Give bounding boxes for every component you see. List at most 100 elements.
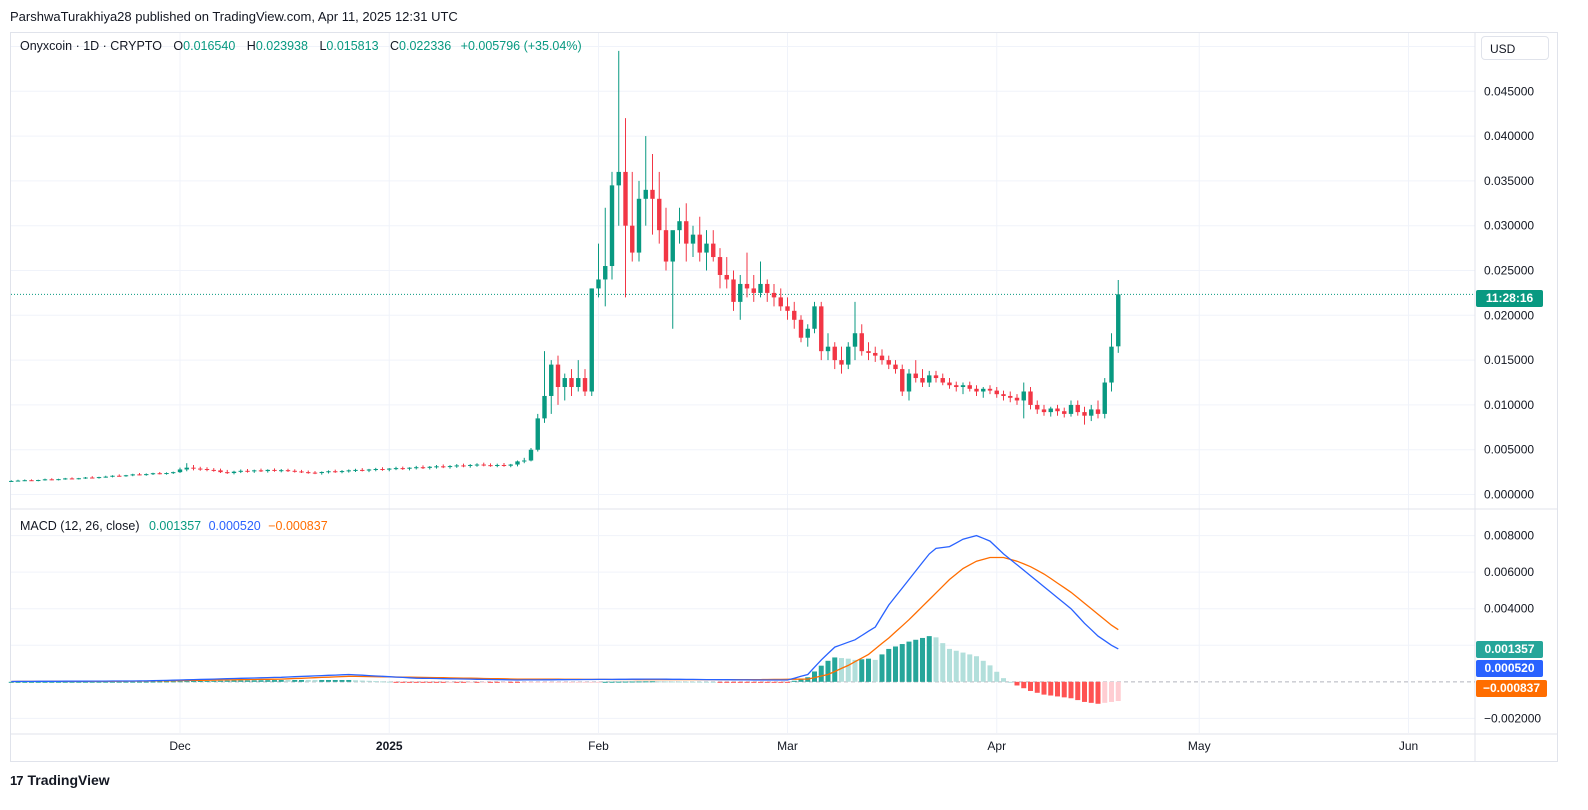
candle-body [535,418,540,450]
tradingview-footer[interactable]: 17 TradingView [10,772,110,788]
macd-histogram-bar [521,681,527,683]
macd-title[interactable]: MACD (12, 26, close) [20,519,140,533]
candle-body [623,171,628,226]
macd-histogram-bar [582,681,588,683]
macd-histogram-bar [650,681,655,683]
candle-body [832,346,837,361]
candle-body [198,468,203,470]
time-tick-label: Jun [1399,739,1418,753]
candle-body [150,473,156,475]
candle-body [468,464,473,466]
macd-histogram-bar [83,681,88,683]
candle-body [76,478,81,480]
macd-histogram-bar [697,681,703,683]
candle-body [258,470,264,472]
candle-body [1014,397,1020,401]
candle-body [927,375,932,383]
candle-body [1082,412,1087,416]
macd-histogram-bar [710,681,716,683]
candle-body [825,346,831,352]
time-tick-label: May [1188,739,1211,753]
price-legend: Onyxcoin · 1D · CRYPTO O0.016540 H0.0239… [20,39,582,53]
candle-body [454,465,459,467]
macd-histogram-bar [116,681,122,683]
candle-body [805,328,810,338]
macd-line-value: 0.000520 [208,519,261,533]
macd-histogram-bar [312,679,318,682]
macd-histogram-bar [947,648,952,682]
price-tick-label: 0.030000 [1484,219,1534,233]
macd-histogram-bar [1041,681,1047,695]
macd-histogram-bar [818,665,824,682]
candle-body [886,360,891,365]
price-tick-label: 0.000000 [1484,488,1534,502]
candle-body [893,364,898,370]
macd-line-tag: 0.000520 [1476,660,1543,677]
macd-histogram-bar [974,656,979,682]
macd-histogram-bar [839,658,844,682]
candle-body [981,388,986,392]
macd-histogram-bar [380,681,385,683]
candle-body [225,472,230,474]
candle-body [879,355,885,361]
macd-histogram-bar [8,681,14,683]
candle-body [704,243,709,253]
candle-body [103,476,108,478]
macd-histogram-bar [737,681,743,683]
macd-histogram-bar [346,679,352,682]
candle-body [650,189,655,199]
price-tick-label: 0.025000 [1484,264,1534,278]
candle-body [1062,411,1067,414]
candle-body [427,466,432,468]
candle-body [144,474,149,476]
candle-body [393,468,399,470]
time-tick-label: 2025 [376,739,403,753]
macd-histogram-bar [704,681,709,683]
candle-body [582,378,588,392]
macd-histogram-bar [130,681,136,683]
candle-body [954,385,959,388]
candle-body [569,378,574,388]
macd-histogram-bar [569,681,574,683]
currency-button[interactable]: USD [1481,36,1549,60]
macd-tick-label: −0.002000 [1484,711,1541,725]
macd-histogram-bar [1082,681,1087,702]
candle-body [906,373,912,392]
macd-histogram-bar [461,681,466,683]
macd-histogram-bar [987,665,993,682]
candle-body [508,464,513,466]
price-tick-label: 0.010000 [1484,398,1534,412]
macd-histogram-bar [150,681,156,683]
candle-body [22,480,27,482]
macd-histogram-bar [926,636,932,682]
macd-histogram-bar [1028,681,1033,691]
macd-histogram-bar [224,680,230,682]
price-tick-label: 0.045000 [1484,84,1534,98]
macd-histogram-bar [231,680,237,682]
candle-body [1055,408,1060,412]
candle-body [798,319,804,338]
macd-histogram-bar [812,671,817,682]
candle-body [778,297,783,307]
macd-histogram-bar [623,681,628,683]
symbol-title[interactable]: Onyxcoin · 1D · CRYPTO [20,39,162,53]
candle-body [1089,409,1094,416]
candle-body [414,467,419,469]
macd-histogram-bar [305,679,311,682]
macd-histogram-bar [542,681,547,683]
macd-histogram-bar [218,680,223,682]
macd-histogram-bar [1115,681,1121,702]
candle-body [684,221,689,244]
macd-histogram-bar [589,681,595,683]
candle-body [474,464,480,466]
candle-body [792,310,797,320]
candle-body [177,469,183,473]
macd-histogram-bar [434,681,439,683]
macd-histogram-bar [893,646,898,682]
candle-body [137,474,142,476]
candle-body [245,470,250,472]
macd-histogram-bar [400,681,406,683]
macd-histogram-bar [157,681,163,683]
candle-body [312,472,318,474]
